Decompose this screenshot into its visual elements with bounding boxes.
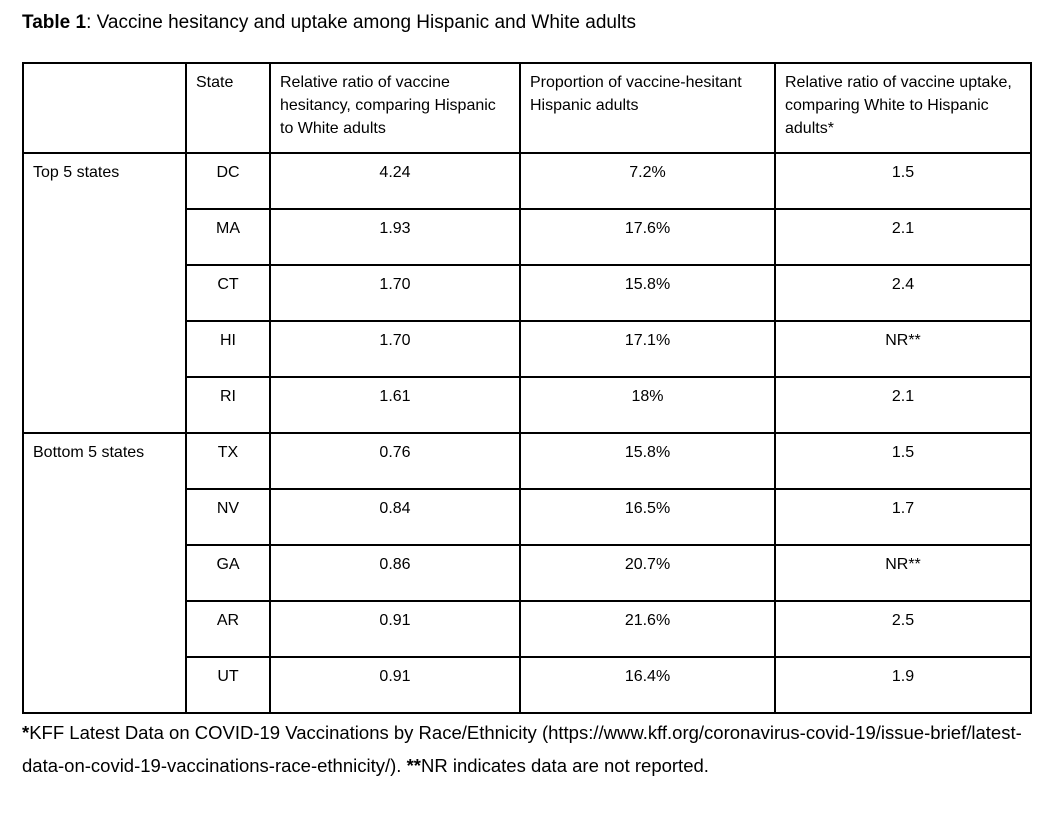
uptake-ratio-cell: 2.1 xyxy=(774,376,1032,434)
state-cell: NV xyxy=(185,488,271,546)
hesitancy-ratio-cell: 1.61 xyxy=(269,376,521,434)
hesitancy-ratio-cell: 0.86 xyxy=(269,544,521,602)
footnote-source-text: KFF Latest Data on COVID-19 Vaccinations… xyxy=(22,722,1022,776)
uptake-ratio-cell: 2.1 xyxy=(774,208,1032,266)
header-hesitancy-ratio-cell: Relative ratio of vaccine hesitancy, com… xyxy=(269,62,521,154)
uptake-ratio-cell: 1.5 xyxy=(774,152,1032,210)
proportion-cell: 15.8% xyxy=(519,264,776,322)
document-page: Table 1: Vaccine hesitancy and uptake am… xyxy=(22,10,1032,782)
hesitancy-ratio-cell: 1.93 xyxy=(269,208,521,266)
uptake-ratio-cell: 2.4 xyxy=(774,264,1032,322)
uptake-ratio-cell: 1.7 xyxy=(774,488,1032,546)
hesitancy-ratio-cell: 1.70 xyxy=(269,264,521,322)
state-cell: GA xyxy=(185,544,271,602)
hesitancy-ratio-cell: 4.24 xyxy=(269,152,521,210)
table-caption-number: Table 1 xyxy=(22,12,87,33)
table-row: HI 1.70 17.1% NR** xyxy=(23,320,1032,378)
table-row: UT 0.91 16.4% 1.9 xyxy=(23,656,1032,714)
uptake-ratio-cell: 1.9 xyxy=(774,656,1032,714)
state-cell: TX xyxy=(185,432,271,490)
hesitancy-ratio-cell: 0.84 xyxy=(269,488,521,546)
proportion-cell: 18% xyxy=(519,376,776,434)
proportion-cell: 15.8% xyxy=(519,432,776,490)
proportion-cell: 16.5% xyxy=(519,488,776,546)
table-footnote: *KFF Latest Data on COVID-19 Vaccination… xyxy=(22,716,1030,782)
uptake-ratio-cell: 2.5 xyxy=(774,600,1032,658)
vaccine-table: State Relative ratio of vaccine hesitanc… xyxy=(22,62,1032,714)
group-label-top5: Top 5 states xyxy=(22,152,187,434)
table-row: GA 0.86 20.7% NR** xyxy=(23,544,1032,602)
header-state-cell: State xyxy=(185,62,271,154)
uptake-ratio-cell: 1.5 xyxy=(774,432,1032,490)
state-cell: RI xyxy=(185,376,271,434)
hesitancy-ratio-cell: 0.76 xyxy=(269,432,521,490)
group-label-bottom5: Bottom 5 states xyxy=(22,432,187,714)
hesitancy-ratio-cell: 0.91 xyxy=(269,600,521,658)
header-uptake-ratio-cell: Relative ratio of vaccine uptake, compar… xyxy=(774,62,1032,154)
table-caption-text: : Vaccine hesitancy and uptake among His… xyxy=(86,12,636,33)
state-cell: UT xyxy=(185,656,271,714)
state-cell: CT xyxy=(185,264,271,322)
state-cell: AR xyxy=(185,600,271,658)
table-row: CT 1.70 15.8% 2.4 xyxy=(23,264,1032,322)
table-caption: Table 1: Vaccine hesitancy and uptake am… xyxy=(22,10,1030,36)
table-row: RI 1.61 18% 2.1 xyxy=(23,376,1032,434)
proportion-cell: 17.1% xyxy=(519,320,776,378)
table-row: NV 0.84 16.5% 1.7 xyxy=(23,488,1032,546)
footnote-double-asterisk: ** xyxy=(406,755,421,776)
table-header-row: State Relative ratio of vaccine hesitanc… xyxy=(22,62,1032,154)
table-row: Top 5 states DC 4.24 7.2% 1.5 xyxy=(22,152,1032,434)
state-cell: DC xyxy=(185,152,271,210)
proportion-cell: 20.7% xyxy=(519,544,776,602)
uptake-ratio-cell: NR** xyxy=(774,320,1032,378)
proportion-cell: 7.2% xyxy=(519,152,776,210)
state-cell: HI xyxy=(185,320,271,378)
hesitancy-ratio-cell: 0.91 xyxy=(269,656,521,714)
header-proportion-cell: Proportion of vaccine-hesitant Hispanic … xyxy=(519,62,776,154)
footnote-asterisk: * xyxy=(22,722,30,743)
proportion-cell: 17.6% xyxy=(519,208,776,266)
table-row: MA 1.93 17.6% 2.1 xyxy=(23,208,1032,266)
table-row: AR 0.91 21.6% 2.5 xyxy=(23,600,1032,658)
hesitancy-ratio-cell: 1.70 xyxy=(269,320,521,378)
footnote-nr-text: NR indicates data are not reported. xyxy=(420,755,709,776)
proportion-cell: 21.6% xyxy=(519,600,776,658)
proportion-cell: 16.4% xyxy=(519,656,776,714)
uptake-ratio-cell: NR** xyxy=(774,544,1032,602)
header-corner-cell xyxy=(22,62,187,154)
state-cell: MA xyxy=(185,208,271,266)
table-row: Bottom 5 states TX 0.76 15.8% 1.5 xyxy=(22,432,1032,714)
